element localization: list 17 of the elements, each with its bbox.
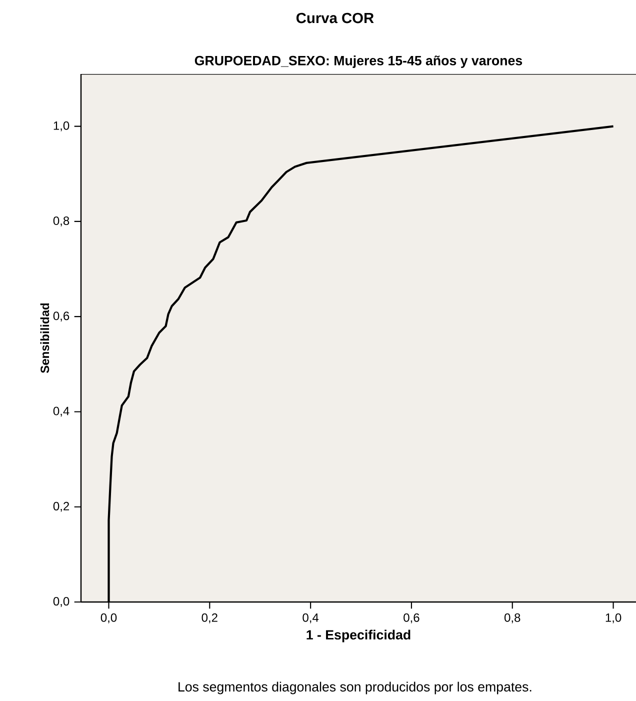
x-tick-label: 0,0 — [100, 613, 117, 624]
y-axis-title: Sensibilidad — [40, 303, 50, 373]
x-tick-label: 0,8 — [504, 613, 520, 624]
y-tick-label: 0,2 — [53, 502, 70, 512]
y-tick-label: 0,0 — [53, 597, 70, 607]
y-tick-label: 0,6 — [53, 312, 70, 322]
x-axis-title: 1 - Especificidad — [306, 630, 410, 642]
x-tick-label: 0,6 — [404, 613, 420, 624]
x-tick-label: 0,4 — [302, 613, 319, 624]
y-tick-label: 0,8 — [53, 216, 70, 226]
chart-title: Curva COR — [296, 12, 374, 24]
x-tick-label: 1,0 — [606, 613, 622, 624]
text: Los segmentos diagonales son producidos por los empates. — [178, 682, 532, 694]
x-tick-label: 0,2 — [202, 613, 218, 624]
y-tick-label: 0,4 — [53, 406, 70, 417]
chart-subtitle: GRUPOEDAD_SEXO: Mujeres 15-45 años y varones — [194, 56, 522, 68]
y-tick-label: 1,0 — [54, 121, 70, 132]
